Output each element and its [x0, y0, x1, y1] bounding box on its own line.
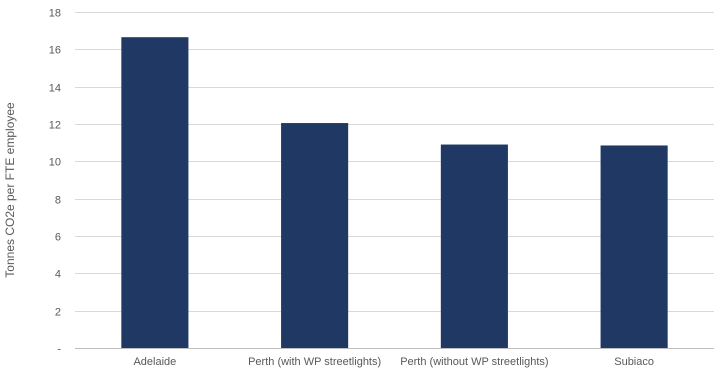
- x-tick-label: Adelaide: [133, 356, 176, 368]
- y-tick-label: 6: [55, 232, 61, 244]
- y-tick-label: 2: [55, 307, 61, 319]
- y-tick-label: 16: [49, 45, 61, 57]
- y-axis-title: Tonnes CO2e per FTE employee: [3, 102, 17, 278]
- y-tick-label: 14: [49, 83, 61, 95]
- x-axis-tick-labels: Adelaide Perth (with WP streetlights) Pert…: [133, 356, 654, 368]
- y-tick-label: 12: [49, 120, 61, 132]
- bars: [121, 37, 668, 348]
- y-tick-label: 8: [55, 195, 61, 207]
- y-tick-label: -: [57, 344, 61, 356]
- x-tick-label: Subiaco: [614, 356, 654, 368]
- y-axis-tick-labels: - 2 4 6 8 10 12 14 16 18: [49, 8, 62, 356]
- bar: [600, 145, 668, 348]
- bar: [440, 144, 508, 348]
- bar: [121, 37, 189, 348]
- y-tick-label: 18: [49, 8, 61, 20]
- y-tick-label: 10: [49, 157, 61, 169]
- y-tick-label: 4: [55, 269, 61, 281]
- bar: [281, 123, 349, 348]
- x-tick-label: Perth (without WP streetlights): [400, 356, 548, 368]
- x-tick-label: Perth (with WP streetlights): [248, 356, 381, 368]
